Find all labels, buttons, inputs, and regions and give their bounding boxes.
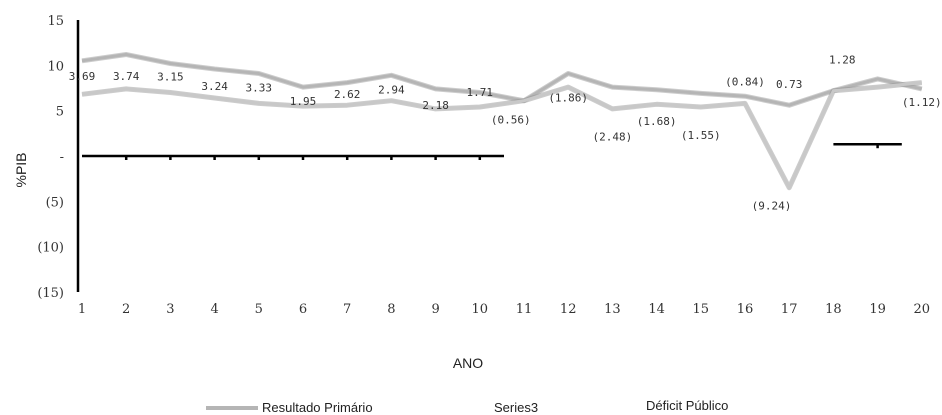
data-label: 3.24 [201, 80, 228, 93]
x-tick-label: 15 [693, 302, 710, 317]
data-label: 3.15 [157, 71, 184, 84]
data-label: 2.62 [334, 88, 361, 101]
data-label: 2.94 [378, 83, 405, 96]
x-tick-label: 18 [825, 302, 842, 317]
series-line-resultado-primario [81, 53, 923, 107]
legend-label-series3: Series3 [494, 400, 538, 415]
x-tick-label: 5 [255, 302, 263, 317]
data-label: 3.74 [113, 70, 140, 83]
y-tick-label: (15) [37, 286, 64, 301]
x-axis-title: ANO [453, 355, 483, 371]
series-line-deficit-publico [81, 81, 922, 190]
x-tick-label: 4 [210, 302, 218, 317]
y-tick-label: - [60, 150, 64, 165]
x-tick-label: 19 [869, 302, 886, 317]
legend-label-resultado-primario: Resultado Primário [262, 400, 373, 415]
legend-label-deficit-publico: Déficit Público [646, 398, 728, 413]
x-tick-label: 1 [78, 302, 86, 317]
data-label: 2.18 [422, 99, 449, 112]
data-label: 3.33 [246, 82, 273, 95]
x-tick-label: 14 [648, 302, 665, 317]
x-tick-labels: 1 2 3 4 5 6 7 8 9 10 11 12 13 14 15 16 17 18 19 20 [78, 302, 930, 317]
data-labels: 3.69 3.74 3.15 3.24 3.33 1.95 2.62 2.94 2.18 1.71… [69, 54, 942, 213]
x-tick-label: 8 [387, 302, 395, 317]
data-label: (1.68) [637, 115, 677, 128]
data-label: (1.55) [681, 129, 721, 142]
data-label: 1.28 [829, 54, 856, 67]
x-tick-label: 12 [560, 302, 577, 317]
data-label: (1.86) [548, 92, 588, 105]
series-lines [81, 52, 923, 191]
y-tick-label: 15 [47, 14, 64, 29]
data-label: (0.56) [491, 113, 531, 126]
x-tick-label: 20 [914, 302, 931, 317]
data-label: (9.24) [752, 199, 792, 212]
x-tick-label: 16 [737, 302, 754, 317]
x-tick-label: 2 [122, 302, 130, 317]
x-tick-label: 17 [781, 302, 798, 317]
y-axis-title: %PIB [13, 152, 29, 187]
x-tick-label: 13 [604, 302, 621, 317]
data-label: 1.95 [290, 95, 317, 108]
data-label: (2.48) [593, 131, 633, 144]
data-label: (1.12) [902, 96, 942, 109]
y-tick-label: (10) [37, 241, 64, 256]
y-tick-label: (5) [46, 195, 64, 210]
legend: Resultado Primário Series3 Déficit Públi… [206, 398, 728, 415]
y-tick-labels: 15 10 5 - (5) (10) (15) [37, 14, 64, 301]
data-label: 1.71 [467, 86, 494, 99]
x-tick-label: 3 [166, 302, 174, 317]
x-tick-label: 9 [431, 302, 439, 317]
data-label: 3.69 [69, 70, 96, 83]
x-tick-label: 7 [343, 302, 351, 317]
data-label: 0.73 [776, 78, 803, 91]
x-tick-label: 10 [472, 302, 489, 317]
x-tick-label: 11 [516, 302, 533, 317]
data-label: (0.84) [725, 75, 765, 88]
y-tick-label: 5 [56, 105, 64, 120]
y-tick-label: 10 [47, 59, 64, 74]
x-tick-label: 6 [299, 302, 307, 317]
